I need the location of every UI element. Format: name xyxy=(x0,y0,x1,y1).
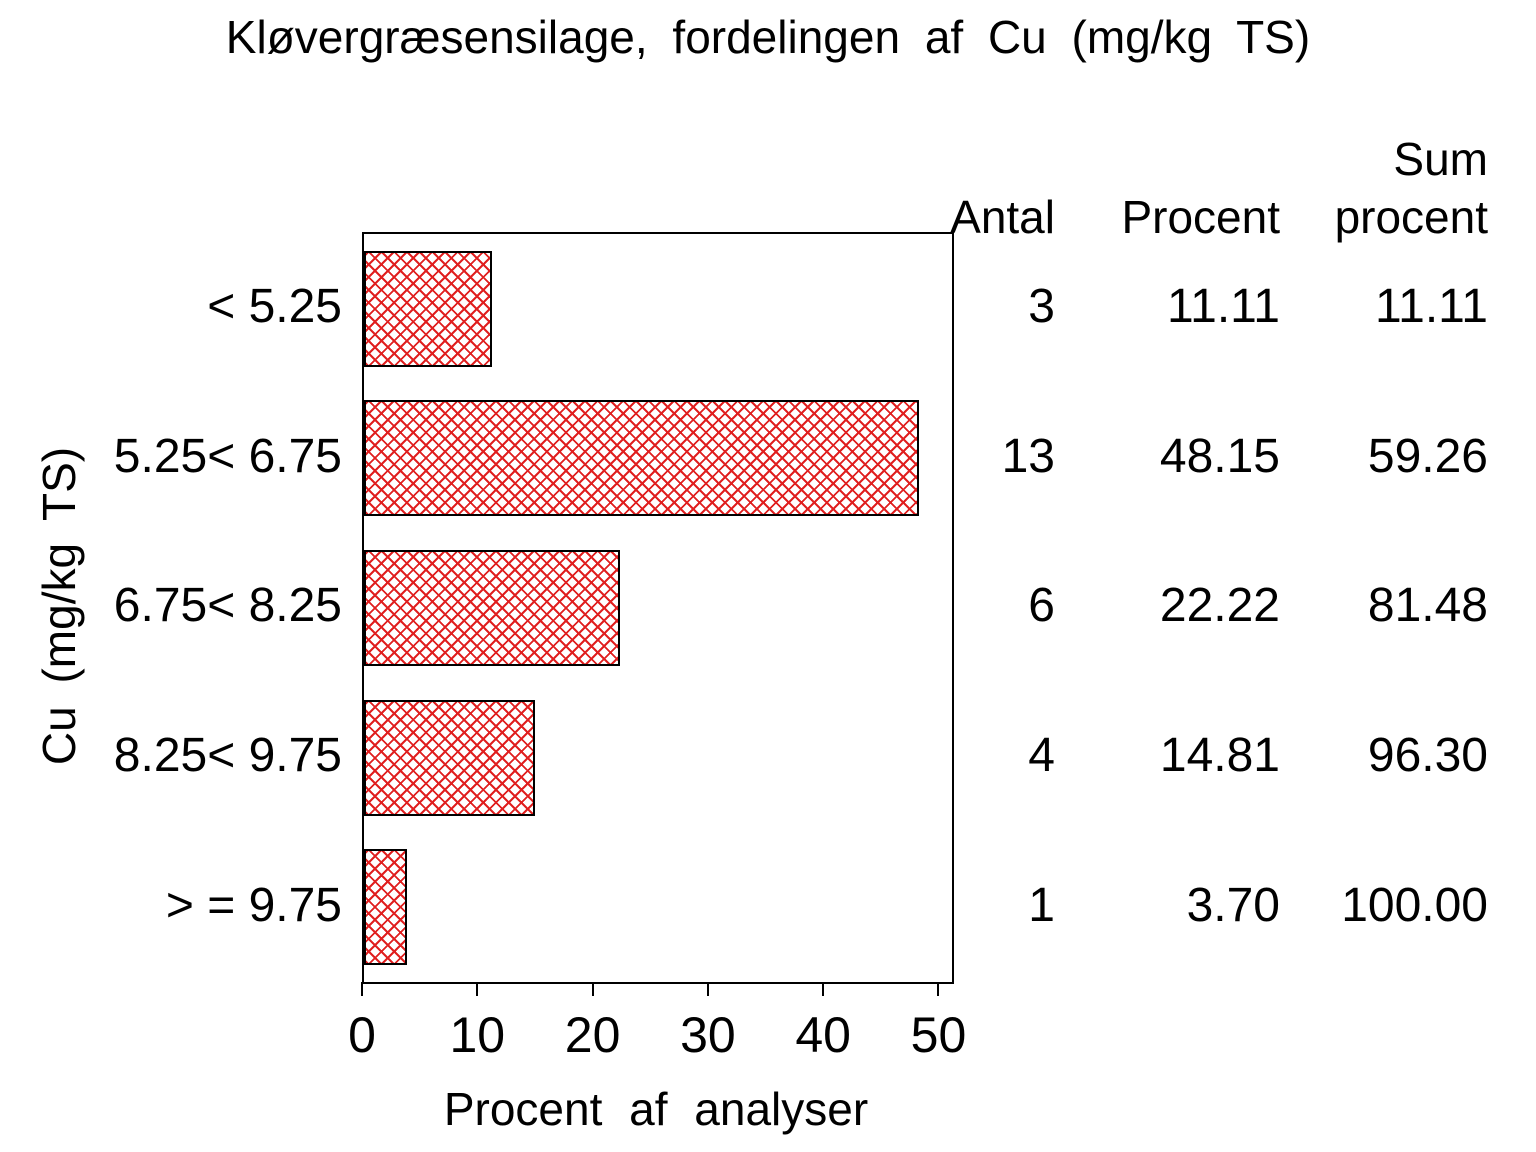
x-tick-mark xyxy=(476,982,479,996)
x-tick-label: 20 xyxy=(564,1007,621,1063)
x-tick-label: 50 xyxy=(910,1007,967,1063)
table-cell: 48.15 xyxy=(1159,429,1280,483)
bar-band xyxy=(364,533,952,683)
table-cell: 1 xyxy=(1028,878,1055,932)
bar-5.25< 6.75 xyxy=(364,400,920,517)
chart-title: Kløvergræsensilage, fordelingen af Cu (m… xyxy=(225,11,1311,63)
bar-band xyxy=(364,683,952,833)
x-tick-label: 10 xyxy=(449,1007,506,1063)
table-header-procent: Procent xyxy=(1121,190,1280,243)
x-tick-mark xyxy=(361,982,363,996)
table-column: 11.11 48.15 22.22 14.81 3.70 xyxy=(1050,232,1280,980)
table-header-sum-procent: Sum procent xyxy=(1334,133,1488,243)
y-axis-category-labels: < 5.25 5.25< 6.75 6.75< 8.25 8.25< 9.75 > = … xyxy=(80,232,342,980)
category-label: 8.25< 9.75 xyxy=(113,729,342,783)
table-cell: 100.00 xyxy=(1341,878,1488,932)
x-tick-label: 0 xyxy=(348,1007,376,1063)
table-cell: 6 xyxy=(1028,579,1055,633)
table-cell: 81.48 xyxy=(1367,579,1488,633)
table-cell: 3 xyxy=(1028,280,1055,334)
bar-band xyxy=(364,234,952,384)
category-label: 6.75< 8.25 xyxy=(113,579,342,633)
x-tick-mark xyxy=(822,982,825,996)
table-column: 3 13 6 4 1 xyxy=(835,232,1055,980)
x-tick-label: 40 xyxy=(795,1007,851,1063)
x-tick-mark xyxy=(591,982,594,996)
x-tick-mark xyxy=(706,982,709,996)
x-tick-label: 30 xyxy=(680,1007,736,1063)
category-label: 5.25< 6.75 xyxy=(113,429,342,483)
table-cell: 4 xyxy=(1028,729,1055,783)
table-cell: 14.81 xyxy=(1159,729,1280,783)
plot-area xyxy=(362,232,954,984)
x-axis-title: Procent af analyser xyxy=(443,1083,869,1135)
bar-band xyxy=(364,384,952,534)
table-cell: 96.30 xyxy=(1367,729,1488,783)
bar-< 5.25 xyxy=(364,250,493,367)
table-cell: 11.11 xyxy=(1167,280,1280,334)
bar-8.25< 9.75 xyxy=(364,699,535,816)
table-column: 11.11 59.26 81.48 96.30 100.00 xyxy=(1238,232,1488,980)
bar-> = 9.75 xyxy=(364,849,407,966)
table-cell: 11.11 xyxy=(1375,280,1488,334)
table-cell: 22.22 xyxy=(1159,579,1280,633)
category-label: < 5.25 xyxy=(207,280,342,334)
category-label: > = 9.75 xyxy=(165,878,342,932)
table-header-antal: Antal xyxy=(950,190,1055,243)
table-cell: 59.26 xyxy=(1367,429,1488,483)
table-cell: 13 xyxy=(1001,429,1055,483)
bar-band xyxy=(364,832,952,982)
bar-6.75< 8.25 xyxy=(364,549,621,666)
x-tick-mark xyxy=(937,982,940,996)
table-cell: 3.70 xyxy=(1186,878,1280,932)
